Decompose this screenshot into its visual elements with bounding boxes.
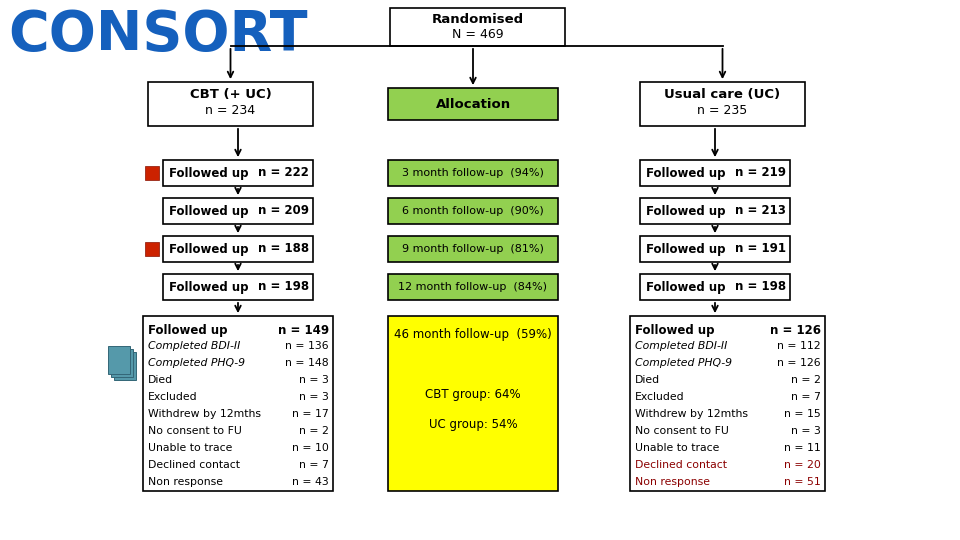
Bar — [163, 274, 313, 300]
Text: n = 10: n = 10 — [292, 443, 329, 453]
Text: Non response: Non response — [635, 477, 710, 487]
Text: Allocation: Allocation — [436, 98, 511, 111]
Text: Followed up: Followed up — [635, 324, 714, 337]
Text: n = 235: n = 235 — [697, 104, 748, 117]
Bar — [388, 198, 558, 224]
Bar — [163, 160, 313, 186]
Text: Usual care (UC): Usual care (UC) — [664, 88, 780, 101]
Bar — [388, 236, 558, 262]
Text: Completed PHQ-9: Completed PHQ-9 — [635, 358, 732, 368]
Text: Unable to trace: Unable to trace — [635, 443, 719, 453]
Text: Randomised: Randomised — [431, 13, 523, 26]
Bar — [388, 316, 558, 491]
Bar — [108, 346, 130, 374]
Text: n = 126: n = 126 — [778, 358, 821, 368]
Text: n = 7: n = 7 — [791, 392, 821, 402]
Text: n = 51: n = 51 — [784, 477, 821, 487]
Bar — [390, 8, 565, 46]
Text: No consent to FU: No consent to FU — [148, 426, 242, 436]
Text: n = 198: n = 198 — [734, 280, 786, 294]
Bar — [640, 236, 790, 262]
Text: n = 149: n = 149 — [277, 324, 329, 337]
Text: CBT (+ UC): CBT (+ UC) — [190, 88, 272, 101]
Bar — [145, 242, 159, 256]
Text: n = 209: n = 209 — [258, 205, 309, 218]
Text: UC group: 54%: UC group: 54% — [429, 418, 517, 431]
Text: n = 7: n = 7 — [300, 460, 329, 470]
Bar — [111, 349, 133, 377]
Bar — [114, 352, 136, 380]
Bar — [640, 198, 790, 224]
Text: n = 112: n = 112 — [778, 341, 821, 351]
Text: Excluded: Excluded — [635, 392, 684, 402]
Text: Completed BDI-II: Completed BDI-II — [635, 341, 728, 351]
Text: Withdrew by 12mths: Withdrew by 12mths — [635, 409, 748, 419]
Text: n = 15: n = 15 — [784, 409, 821, 419]
Text: n = 20: n = 20 — [784, 460, 821, 470]
Text: Declined contact: Declined contact — [148, 460, 240, 470]
Text: n = 191: n = 191 — [735, 242, 786, 255]
Text: n = 188: n = 188 — [258, 242, 309, 255]
Bar — [640, 160, 790, 186]
Text: n = 198: n = 198 — [258, 280, 309, 294]
Text: Excluded: Excluded — [148, 392, 198, 402]
Bar — [630, 316, 825, 491]
Text: Died: Died — [148, 375, 173, 385]
Text: Unable to trace: Unable to trace — [148, 443, 232, 453]
Bar — [143, 316, 333, 491]
Text: Followed up: Followed up — [169, 205, 249, 218]
Text: Followed up: Followed up — [148, 324, 228, 337]
Bar — [163, 236, 313, 262]
Bar — [640, 82, 805, 126]
Text: n = 222: n = 222 — [258, 166, 309, 179]
Text: Followed up: Followed up — [169, 242, 249, 255]
Text: n = 3: n = 3 — [300, 392, 329, 402]
Text: n = 148: n = 148 — [285, 358, 329, 368]
Bar — [388, 160, 558, 186]
Text: Died: Died — [635, 375, 660, 385]
Text: n = 3: n = 3 — [300, 375, 329, 385]
Text: Completed PHQ-9: Completed PHQ-9 — [148, 358, 245, 368]
Text: n = 219: n = 219 — [735, 166, 786, 179]
Text: Followed up: Followed up — [169, 166, 249, 179]
Text: Completed BDI-II: Completed BDI-II — [148, 341, 240, 351]
Text: N = 469: N = 469 — [452, 28, 503, 41]
Bar — [163, 198, 313, 224]
Text: 12 month follow-up  (84%): 12 month follow-up (84%) — [398, 282, 547, 292]
Bar — [145, 166, 159, 180]
Text: Followed up: Followed up — [169, 280, 249, 294]
Bar — [388, 274, 558, 300]
Text: No consent to FU: No consent to FU — [635, 426, 729, 436]
Bar — [148, 82, 313, 126]
Text: Followed up: Followed up — [646, 205, 726, 218]
Text: Followed up: Followed up — [646, 166, 726, 179]
Text: n = 2: n = 2 — [791, 375, 821, 385]
Text: Declined contact: Declined contact — [635, 460, 727, 470]
Text: CONSORT: CONSORT — [8, 8, 307, 62]
Text: n = 43: n = 43 — [292, 477, 329, 487]
Text: Non response: Non response — [148, 477, 223, 487]
Text: n = 17: n = 17 — [292, 409, 329, 419]
Bar — [388, 88, 558, 120]
Text: n = 11: n = 11 — [784, 443, 821, 453]
Text: n = 213: n = 213 — [735, 205, 786, 218]
Text: CBT group: 64%: CBT group: 64% — [425, 388, 521, 401]
Text: n = 126: n = 126 — [770, 324, 821, 337]
Text: 9 month follow-up  (81%): 9 month follow-up (81%) — [402, 244, 544, 254]
Text: 3 month follow-up  (94%): 3 month follow-up (94%) — [402, 168, 544, 178]
Text: Followed up: Followed up — [646, 242, 726, 255]
Bar — [640, 274, 790, 300]
Text: n = 2: n = 2 — [300, 426, 329, 436]
Text: 6 month follow-up  (90%): 6 month follow-up (90%) — [402, 206, 544, 216]
Text: n = 234: n = 234 — [205, 104, 255, 117]
Text: Withdrew by 12mths: Withdrew by 12mths — [148, 409, 261, 419]
Text: n = 3: n = 3 — [791, 426, 821, 436]
Text: 46 month follow-up  (59%): 46 month follow-up (59%) — [395, 328, 552, 341]
Text: Followed up: Followed up — [646, 280, 726, 294]
Text: n = 136: n = 136 — [285, 341, 329, 351]
